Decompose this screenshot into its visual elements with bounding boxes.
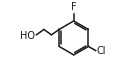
Text: Cl: Cl xyxy=(96,46,106,56)
Text: HO: HO xyxy=(20,31,35,41)
Text: F: F xyxy=(71,2,77,12)
